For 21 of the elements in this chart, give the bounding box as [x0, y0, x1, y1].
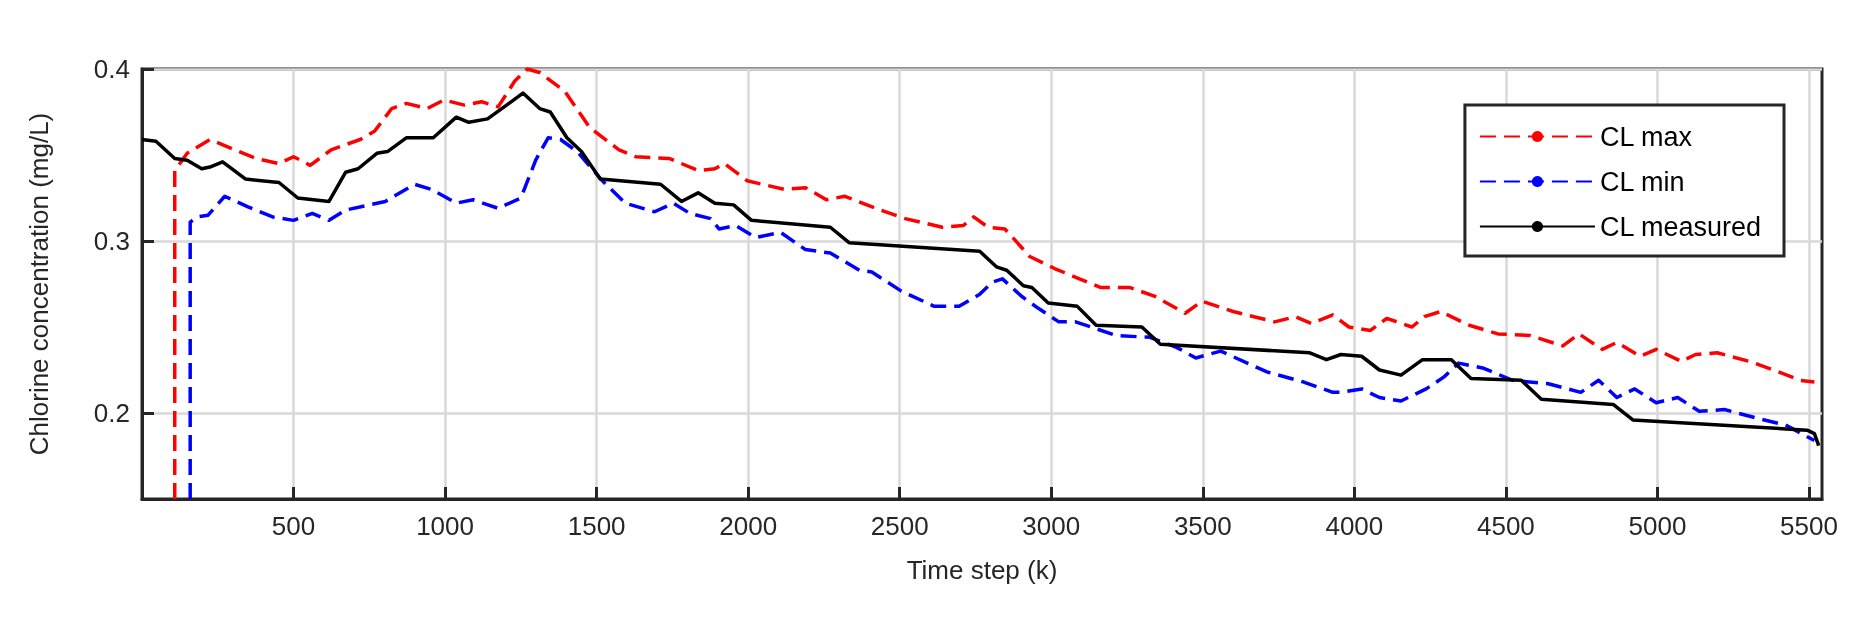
x-tick-label: 5500: [1780, 511, 1838, 541]
x-tick-label: 2500: [870, 511, 929, 541]
legend-label: CL max: [1599, 121, 1693, 152]
legend-label: CL min: [1599, 166, 1685, 197]
x-axis-title: Time step (k): [906, 555, 1058, 585]
legend-label: CL measured: [1599, 211, 1761, 242]
y-tick-label: 0.4: [93, 54, 130, 84]
x-tick-label: 3000: [1022, 511, 1081, 541]
line-series: [140, 91, 1821, 448]
y-tick-label: 0.3: [93, 226, 130, 256]
x-tick-label: 1000: [416, 511, 475, 541]
line-series: [172, 67, 1817, 501]
x-tick-label: 2000: [719, 511, 778, 541]
x-tick-label: 1500: [567, 511, 626, 541]
x-tick-label: 4500: [1476, 511, 1535, 541]
y-tick-label: 0.2: [93, 398, 130, 428]
x-tick-label: 500: [271, 511, 316, 541]
y-axis-title: Chlorine concentration (mg/L): [24, 112, 54, 456]
x-tick-label: 5000: [1628, 511, 1687, 541]
x-tick-label: 4000: [1325, 511, 1384, 541]
x-tick-label: 3500: [1173, 511, 1232, 541]
